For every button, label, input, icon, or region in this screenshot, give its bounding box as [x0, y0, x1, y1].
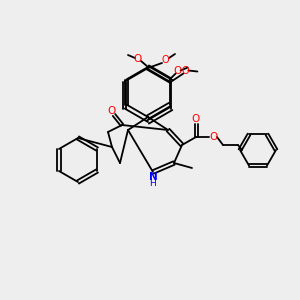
Text: O: O: [161, 55, 169, 65]
Text: O: O: [182, 67, 189, 76]
Text: N: N: [148, 172, 158, 182]
Text: O: O: [209, 132, 217, 142]
Text: O: O: [108, 106, 116, 116]
Text: O: O: [173, 67, 182, 76]
Text: O: O: [192, 114, 200, 124]
Text: H: H: [150, 179, 156, 188]
Text: O: O: [134, 54, 142, 64]
